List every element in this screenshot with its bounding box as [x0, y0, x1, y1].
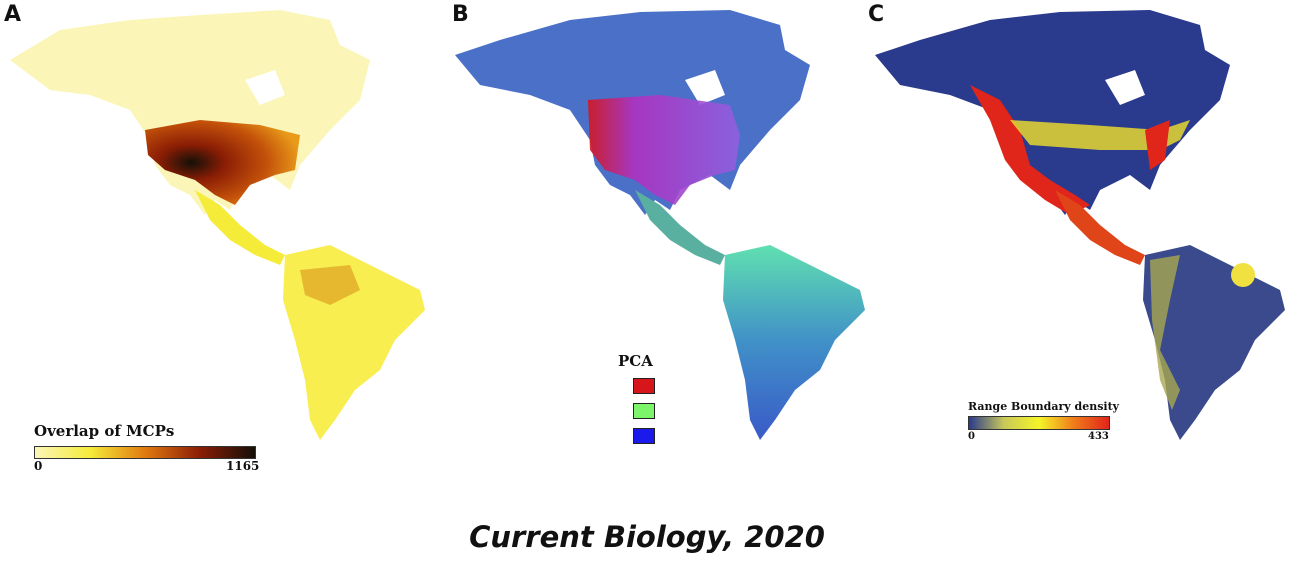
mid-latitude-boundary-band — [1010, 120, 1190, 150]
guiana-boundary-hotspot — [1231, 263, 1255, 287]
scale-min-label: 0 — [34, 459, 43, 473]
amazon-overlap-zone — [300, 265, 360, 305]
panel-b-pca-map: B PCA — [440, 0, 870, 470]
andes-boundary-band — [1150, 255, 1180, 410]
south-america-landmass — [723, 245, 865, 440]
americas-map-a — [10, 10, 425, 440]
overlap-hotspot — [145, 120, 300, 205]
americas-map-b — [455, 10, 865, 440]
central-america-landmass — [1055, 190, 1145, 265]
panel-a-overlap-map: A Overlap of MCPs 0 1165 — [0, 0, 430, 473]
central-america-landmass — [195, 190, 285, 265]
legend-title: Range Boundary density — [968, 400, 1120, 413]
journal-credit: Current Biology, 2020 — [469, 520, 825, 554]
central-america-landmass — [635, 190, 725, 265]
pca-swatch-green — [633, 403, 655, 419]
panel-letter: B — [452, 2, 469, 27]
north-america-landmass — [10, 10, 370, 215]
hudson-bay — [1105, 70, 1145, 105]
scale-min-label: 0 — [968, 431, 975, 442]
panel-c-boundary-map: C Range Boundary density 0 433 — [860, 0, 1294, 470]
pca-north-zone — [588, 95, 740, 205]
panel-letter: C — [868, 2, 885, 27]
legend-title: Overlap of MCPs — [34, 422, 175, 440]
west-coast-boundary-band — [970, 85, 1090, 215]
americas-map-c — [875, 10, 1285, 440]
hudson-bay — [685, 70, 725, 105]
legend-title: PCA — [618, 352, 653, 370]
north-america-landmass — [875, 10, 1230, 215]
east-coast-boundary-band — [1145, 120, 1170, 170]
pca-swatch-blue — [633, 428, 655, 444]
panel-letter: A — [4, 2, 22, 27]
scale-max-label: 1165 — [226, 459, 260, 473]
hudson-bay — [245, 70, 285, 105]
scale-max-label: 433 — [1088, 431, 1109, 442]
colorbar — [968, 416, 1110, 430]
colorbar — [34, 446, 256, 459]
pca-swatch-red — [633, 378, 655, 394]
